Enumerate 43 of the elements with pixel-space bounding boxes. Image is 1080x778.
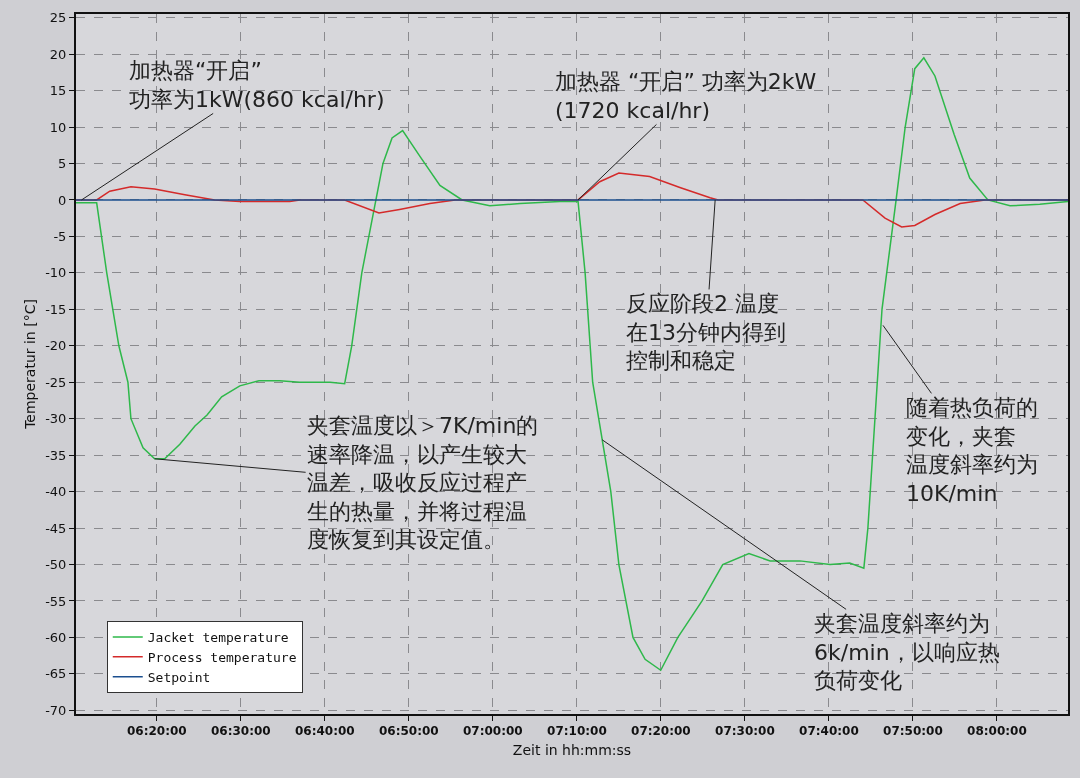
y-tick-label: -45	[45, 520, 67, 536]
y-tick-label: -15	[45, 301, 67, 317]
legend-label: Setpoint	[147, 669, 211, 685]
annotation: 反应阶段2 温度在13分钟内得到控制和稳定	[626, 291, 786, 374]
x-tick-label: 07:20:00	[631, 724, 691, 739]
y-tick-label: -25	[45, 374, 67, 390]
x-tick-label: 07:00:00	[463, 724, 523, 739]
legend-label: Jacket temperature	[147, 630, 289, 646]
y-tick-label: -10	[45, 265, 67, 281]
y-tick-label: 15	[49, 83, 67, 99]
annotation: 加热器“开启” 功率为1kW(860 kcal/hr)	[129, 58, 385, 112]
y-tick-label: 10	[49, 119, 67, 135]
y-tick-label: -65	[45, 666, 67, 682]
y-tick-label: -70	[45, 702, 67, 718]
y-tick-label: 25	[49, 10, 67, 26]
x-tick-label: 08:00:00	[967, 724, 1027, 739]
x-tick-label: 06:40:00	[295, 724, 355, 739]
y-tick-label: 20	[49, 46, 67, 62]
x-tick-label: 07:40:00	[799, 724, 859, 739]
annotation: 加热器 “开启” 功率为2kW (1720 kcal/hr)	[555, 69, 817, 123]
x-tick-label: 06:20:00	[126, 724, 187, 739]
annotation: 随着热负荷的变化，夹套温度斜率约为10K/min	[906, 395, 1038, 506]
x-tick-label: 07:10:00	[547, 724, 607, 739]
annotation: 夹套温度斜率约为6k/min，以响应热负荷变化	[814, 611, 1000, 694]
line-series	[76, 57, 1068, 671]
y-axis-title: Temperatur in [°C]	[22, 299, 39, 430]
x-tick-label: 06:30:00	[210, 724, 271, 739]
legend-label: Process temperature	[147, 649, 297, 665]
y-tick-label: -20	[45, 338, 67, 354]
x-tick-label: 07:30:00	[715, 724, 775, 739]
x-tick-label: 06:50:00	[378, 724, 439, 739]
y-tick-label: -5	[53, 228, 67, 244]
y-tick-label: -60	[45, 629, 67, 645]
y-tick-label: -30	[45, 411, 67, 427]
y-tick-label: -40	[45, 484, 67, 500]
y-tick-label: 5	[58, 156, 67, 172]
y-tick-label: 0	[58, 192, 67, 208]
x-axis-title: Zeit in hh:mm:ss	[512, 742, 632, 759]
y-tick-label: -55	[45, 593, 67, 609]
y-tick-label: -50	[45, 557, 67, 573]
annotation: 夹套温度以＞7K/min的速率降温，以产生较大温差，吸收反应过程产生的热量，并将过程温度恢复到其设定值。	[307, 413, 539, 553]
y-tick-label: -35	[45, 447, 67, 463]
x-tick-label: 07:50:00	[883, 724, 943, 739]
